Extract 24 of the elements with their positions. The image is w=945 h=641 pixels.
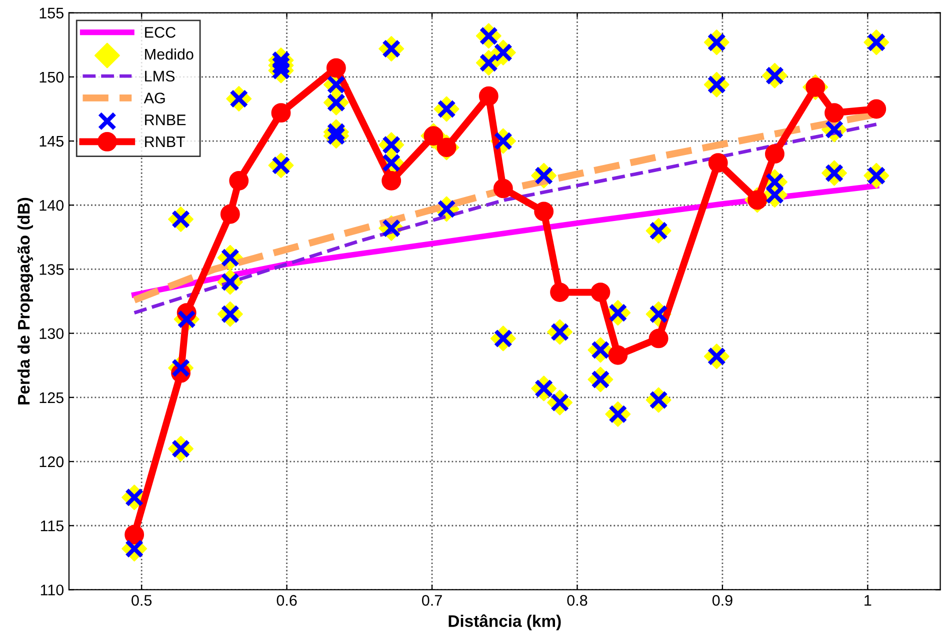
x-tick-label: 1 [864,595,872,606]
y-tick-label: 110 [40,584,64,596]
y-axis-title: Perda de Propagação (dB) [17,198,34,404]
x-tick-label: 0.7 [422,594,442,606]
x-tick-label: 0.6 [276,594,297,606]
y-tick-label: 125 [40,392,64,404]
y-tick-label: 150 [40,72,64,83]
legend-label: LMS [145,70,175,82]
legend-label: Medido [145,48,194,60]
y-tick-label: 135 [40,264,64,275]
y-tick-label: 115 [40,520,64,532]
legend-label: AG [144,92,165,104]
y-tick-label: 140 [40,200,64,211]
x-tick-label: 0.5 [132,594,152,606]
legend-label: ECC [145,26,176,38]
x-axis-title: Distância (km) [448,614,561,630]
legend-label: RNBE [145,114,186,126]
x-tick-label: 0.8 [567,594,588,606]
y-tick-label: 155 [40,8,64,19]
x-tick-label: 0.9 [712,594,732,606]
y-tick-label: 145 [40,136,64,147]
legend-label: RNBT [145,136,186,148]
y-tick-label: 130 [40,328,64,340]
y-tick-label: 120 [40,456,64,468]
